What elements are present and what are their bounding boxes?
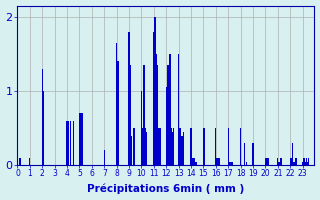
Bar [70,121,71,165]
Bar [219,158,220,165]
Bar [145,128,146,165]
Bar [218,158,219,165]
Bar [277,158,278,165]
Bar [43,91,44,165]
Bar [182,136,183,165]
Bar [290,158,291,165]
Bar [17,162,18,165]
Bar [156,54,157,165]
Bar [194,158,196,165]
Bar [133,128,135,165]
Bar [267,158,268,165]
Bar [291,158,292,165]
Bar [172,132,173,165]
Bar [204,128,205,165]
Bar [281,158,282,165]
Bar [295,158,296,165]
Bar [153,32,155,165]
Bar [183,132,184,165]
Bar [278,162,280,165]
Bar [157,65,158,165]
Bar [173,128,174,165]
Bar [166,87,167,165]
Bar [244,143,245,165]
Bar [296,158,297,165]
X-axis label: Précipitations 6min ( mm ): Précipitations 6min ( mm ) [87,184,244,194]
Bar [280,158,281,165]
Bar [73,121,74,165]
Bar [169,54,171,165]
Bar [292,143,293,165]
Bar [128,32,130,165]
Bar [246,162,247,165]
Bar [215,128,217,165]
Bar [171,128,172,165]
Bar [308,158,309,165]
Bar [117,61,118,165]
Bar [81,113,83,165]
Bar [79,113,80,165]
Bar [252,143,254,165]
Bar [143,65,145,165]
Bar [141,91,142,165]
Bar [131,136,132,165]
Bar [293,162,295,165]
Bar [302,162,303,165]
Bar [179,128,180,165]
Bar [217,158,218,165]
Bar [306,158,307,165]
Bar [193,158,194,165]
Bar [228,128,229,165]
Bar [178,54,179,165]
Bar [167,65,168,165]
Bar [265,158,266,165]
Bar [146,132,147,165]
Bar [230,162,231,165]
Bar [203,128,204,165]
Bar [196,162,197,165]
Bar [168,65,169,165]
Bar [192,158,193,165]
Bar [19,158,20,165]
Bar [67,121,68,165]
Bar [307,162,308,165]
Bar [229,162,230,165]
Bar [266,158,267,165]
Bar [29,158,30,165]
Bar [180,136,182,165]
Bar [142,128,143,165]
Bar [190,128,192,165]
Bar [80,113,81,165]
Bar [116,43,117,165]
Bar [159,128,161,165]
Bar [158,128,159,165]
Bar [231,162,233,165]
Bar [155,17,156,165]
Bar [104,150,105,165]
Bar [130,65,131,165]
Bar [240,128,241,165]
Bar [68,121,69,165]
Bar [303,158,305,165]
Bar [305,162,306,165]
Bar [42,69,43,165]
